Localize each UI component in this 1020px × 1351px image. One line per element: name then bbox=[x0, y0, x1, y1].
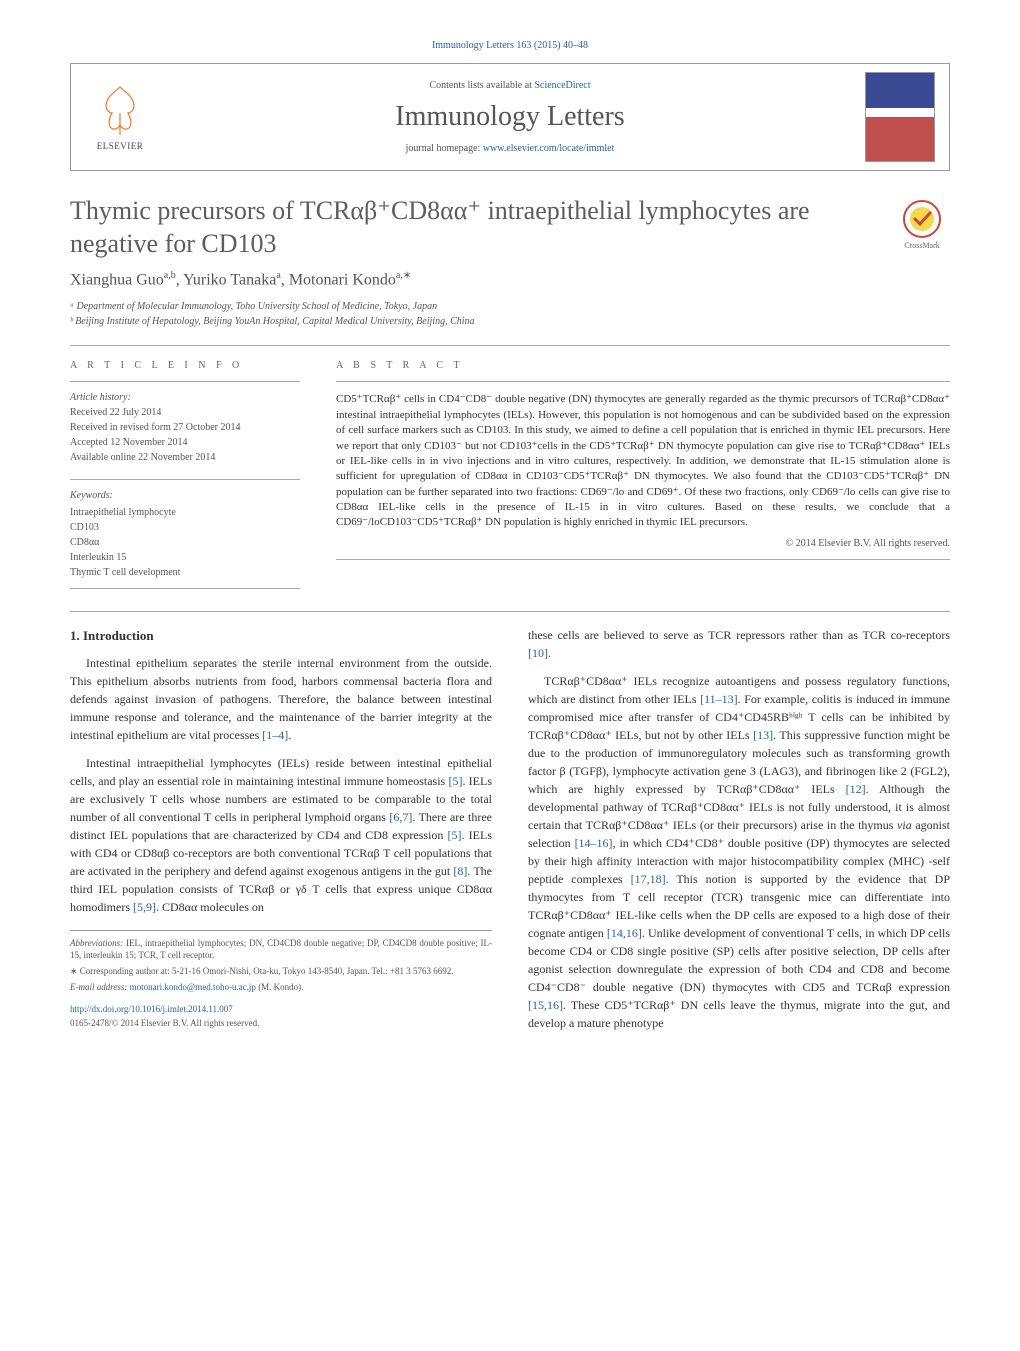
contents-lists-line: Contents lists available at ScienceDirec… bbox=[165, 80, 855, 91]
homepage-line: journal homepage: www.elsevier.com/locat… bbox=[165, 143, 855, 154]
corresponding-email-link[interactable]: motonari.kondo@med.toho-u.ac.jp bbox=[130, 982, 256, 992]
citation-ref[interactable]: [14,16] bbox=[607, 926, 642, 940]
citation-ref[interactable]: [17,18] bbox=[631, 872, 666, 886]
copyright-line: © 2014 Elsevier B.V. All rights reserved… bbox=[336, 537, 950, 551]
citation-ref[interactable]: [6,7] bbox=[389, 810, 412, 824]
article-info-heading: a r t i c l e i n f o bbox=[70, 360, 300, 371]
publisher-name: ELSEVIER bbox=[97, 141, 144, 151]
abstract: a b s t r a c t CD5⁺TCRαβ⁺ cells in CD4⁻… bbox=[336, 360, 950, 589]
citation-ref[interactable]: [15,16] bbox=[528, 998, 563, 1012]
elsevier-tree-icon bbox=[96, 83, 144, 139]
citation-ref[interactable]: [12] bbox=[846, 782, 866, 796]
body-paragraph: these cells are believed to serve as TCR… bbox=[528, 626, 950, 662]
right-column: these cells are believed to serve as TCR… bbox=[528, 626, 950, 1042]
divider bbox=[70, 345, 950, 346]
footnotes: Abbreviations: IEL, intraepithelial lymp… bbox=[70, 930, 492, 993]
journal-cover-thumbnail bbox=[865, 72, 935, 162]
body-paragraph: Intestinal intraepithelial lymphocytes (… bbox=[70, 754, 492, 916]
citation-ref[interactable]: [8] bbox=[453, 864, 467, 878]
divider bbox=[70, 611, 950, 612]
abstract-heading: a b s t r a c t bbox=[336, 360, 950, 371]
doi-link[interactable]: http://dx.doi.org/10.1016/j.imlet.2014.1… bbox=[70, 1004, 233, 1014]
affiliations: ᵃ Department of Molecular Immunology, To… bbox=[70, 299, 950, 329]
citation-ref[interactable]: [5,9] bbox=[133, 900, 156, 914]
abstract-body: CD5⁺TCRαβ⁺ cells in CD4⁻CD8⁻ double nega… bbox=[336, 381, 950, 560]
issn-copyright: 0165-2478/© 2014 Elsevier B.V. All right… bbox=[70, 1017, 492, 1031]
affiliation-b: ᵇ Beijing Institute of Hepatology, Beiji… bbox=[70, 314, 950, 329]
left-column: 1. Introduction Intestinal epithelium se… bbox=[70, 626, 492, 1042]
citation-ref[interactable]: [5] bbox=[448, 774, 462, 788]
citation-ref[interactable]: [11–13] bbox=[700, 692, 738, 706]
sciencedirect-link[interactable]: ScienceDirect bbox=[534, 80, 590, 91]
crossmark-badge[interactable]: CrossMark bbox=[894, 199, 950, 255]
citation-ref[interactable]: [1–4] bbox=[262, 728, 288, 742]
crossmark-label: CrossMark bbox=[904, 241, 940, 250]
keywords: Keywords: Intraepithelial lymphocyte CD1… bbox=[70, 479, 300, 589]
citation-ref[interactable]: [10] bbox=[528, 646, 548, 660]
journal-name: Immunology Letters bbox=[165, 101, 855, 133]
citation-ref[interactable]: [5] bbox=[448, 828, 462, 842]
citation-ref[interactable]: [13] bbox=[753, 728, 773, 742]
article-history: Article history: Received 22 July 2014 R… bbox=[70, 381, 300, 465]
elsevier-logo: ELSEVIER bbox=[85, 77, 155, 157]
homepage-link[interactable]: www.elsevier.com/locate/immlet bbox=[483, 143, 615, 154]
body-paragraph: TCRαβ⁺CD8αα⁺ IELs recognize autoantigens… bbox=[528, 672, 950, 1032]
authors: Xianghua Guoa,b, Yuriko Tanakaa, Motonar… bbox=[70, 270, 950, 289]
affiliation-a: ᵃ Department of Molecular Immunology, To… bbox=[70, 299, 950, 314]
doi-line: http://dx.doi.org/10.1016/j.imlet.2014.1… bbox=[70, 1003, 492, 1017]
article-info: a r t i c l e i n f o Article history: R… bbox=[70, 360, 300, 589]
crossmark-icon bbox=[902, 199, 942, 239]
section-1-heading: 1. Introduction bbox=[70, 626, 492, 646]
citation-ref[interactable]: [14–16] bbox=[575, 836, 613, 850]
journal-reference: Immunology Letters 163 (2015) 40–48 bbox=[70, 40, 950, 51]
article-title: Thymic precursors of TCRαβ⁺CD8αα⁺ intrae… bbox=[70, 195, 878, 260]
body-paragraph: Intestinal epithelium separates the ster… bbox=[70, 654, 492, 744]
journal-header: ELSEVIER Contents lists available at Sci… bbox=[70, 63, 950, 171]
